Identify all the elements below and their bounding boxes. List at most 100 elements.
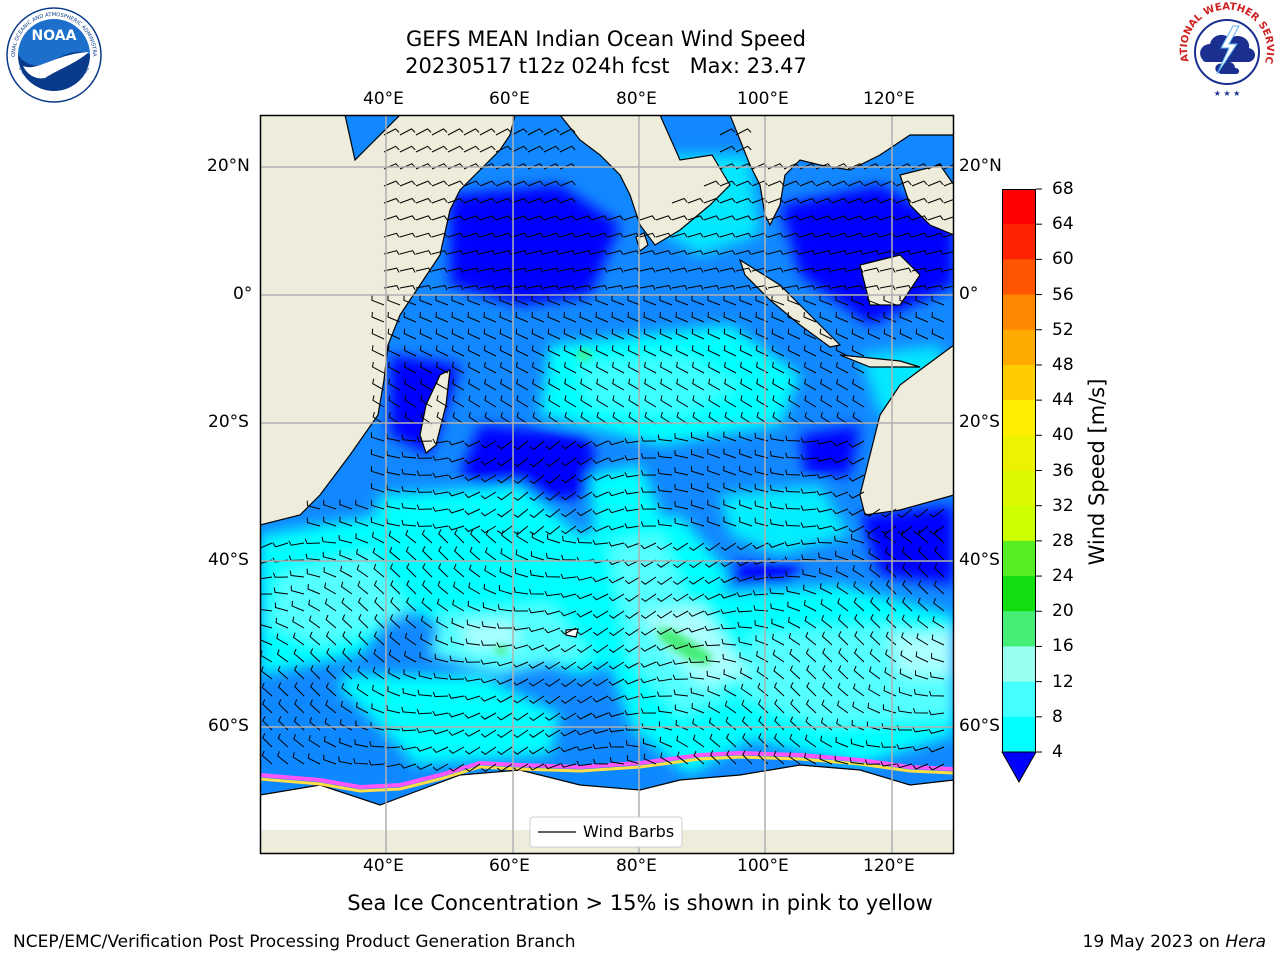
wind-barb xyxy=(464,695,481,701)
wind-barb xyxy=(835,566,849,578)
wind-barb xyxy=(388,667,401,680)
wind-barb xyxy=(261,750,273,765)
wind-barb xyxy=(885,614,897,629)
wind-barb xyxy=(399,197,416,204)
wind-barb xyxy=(453,546,465,561)
wind-barb xyxy=(836,700,849,714)
wind-barb xyxy=(355,720,369,731)
wind-barb xyxy=(719,285,736,291)
left-lat-label: 40°S xyxy=(208,550,249,570)
wind-barb xyxy=(671,232,688,238)
wind-barb xyxy=(656,542,673,551)
wind-barb xyxy=(836,395,849,408)
wind-barb xyxy=(643,753,657,765)
wind-barb xyxy=(371,684,385,697)
wind-barb xyxy=(591,232,608,238)
wind-barb xyxy=(835,345,849,357)
wind-barb xyxy=(596,378,609,391)
wind-barb xyxy=(390,580,401,595)
wind-barb xyxy=(624,644,641,653)
wind-barb xyxy=(498,585,513,595)
wind-barb xyxy=(591,267,608,273)
wind-barb xyxy=(480,746,497,756)
wind-barb xyxy=(561,508,577,518)
wind-barb xyxy=(788,751,801,765)
wind-barb xyxy=(544,729,561,738)
wind-barb xyxy=(545,678,561,687)
wind-barb xyxy=(803,600,817,612)
wind-barb xyxy=(452,395,465,408)
wind-barb xyxy=(608,457,625,463)
wind-barb xyxy=(911,232,928,238)
wind-barb xyxy=(528,644,545,651)
wind-barb xyxy=(545,571,561,578)
wind-barb xyxy=(448,474,465,480)
wind-barb xyxy=(419,328,433,340)
wind-barb xyxy=(447,128,464,136)
wind-barb xyxy=(560,762,577,768)
wind-barb xyxy=(657,519,673,527)
wind-barb xyxy=(592,525,609,532)
wind-barb xyxy=(277,733,289,748)
wind-barb xyxy=(815,232,832,238)
wind-barbs-legend: Wind Barbs xyxy=(529,816,683,848)
wind-barb xyxy=(771,295,785,306)
wind-barb xyxy=(529,491,545,502)
wind-barb xyxy=(496,695,513,703)
wind-barb xyxy=(562,535,577,544)
wind-barb xyxy=(389,631,401,646)
wind-barb xyxy=(373,648,385,663)
wind-barb xyxy=(515,311,529,323)
wind-barb xyxy=(719,250,736,256)
wind-barb xyxy=(832,457,849,464)
wind-barb xyxy=(341,665,353,680)
wind-barb xyxy=(357,665,369,680)
wind-barb xyxy=(399,267,416,273)
wind-barb xyxy=(339,516,353,527)
wind-barb xyxy=(657,706,673,714)
wind-barb xyxy=(896,763,913,769)
wind-barb xyxy=(819,311,833,323)
wind-barb xyxy=(783,285,800,291)
wind-barb xyxy=(769,518,785,527)
wind-barb xyxy=(420,411,433,425)
wind-barb xyxy=(736,559,753,567)
wind-barb xyxy=(897,706,913,714)
wind-barb xyxy=(432,523,449,529)
wind-barb xyxy=(422,563,433,578)
wind-barb xyxy=(739,652,753,663)
wind-barb xyxy=(895,267,912,273)
wind-barb xyxy=(547,361,561,374)
wind-barb xyxy=(849,757,865,765)
wind-barb xyxy=(611,295,625,306)
wind-barb xyxy=(805,632,817,646)
wind-barb xyxy=(735,145,752,153)
wind-barb xyxy=(640,521,657,527)
wind-barb xyxy=(719,197,736,204)
wind-barb xyxy=(943,233,954,238)
wind-barb xyxy=(707,516,721,527)
wind-barb xyxy=(643,345,657,357)
wind-barb xyxy=(902,580,913,595)
wind-barb xyxy=(290,585,305,595)
wind-barb xyxy=(771,633,785,646)
wind-barb xyxy=(463,128,480,136)
wind-barb xyxy=(326,648,337,663)
wind-barb xyxy=(495,128,512,136)
noaa-logo-name: NOAA xyxy=(32,28,77,44)
wind-barb xyxy=(293,734,305,748)
wind-barb xyxy=(400,744,417,751)
wind-barb xyxy=(767,197,784,204)
wind-barb xyxy=(719,180,736,187)
wind-barb xyxy=(671,197,688,204)
wind-barb xyxy=(660,378,673,391)
wind-barb xyxy=(832,491,849,498)
wind-barb xyxy=(723,431,737,442)
wind-barb xyxy=(511,232,528,238)
wind-barb xyxy=(418,670,433,680)
wind-barb xyxy=(576,627,593,636)
wind-barb xyxy=(895,232,912,238)
wind-barb xyxy=(772,395,785,408)
wind-barb xyxy=(595,328,609,340)
colorbar-tick-label: 28 xyxy=(1052,530,1074,551)
